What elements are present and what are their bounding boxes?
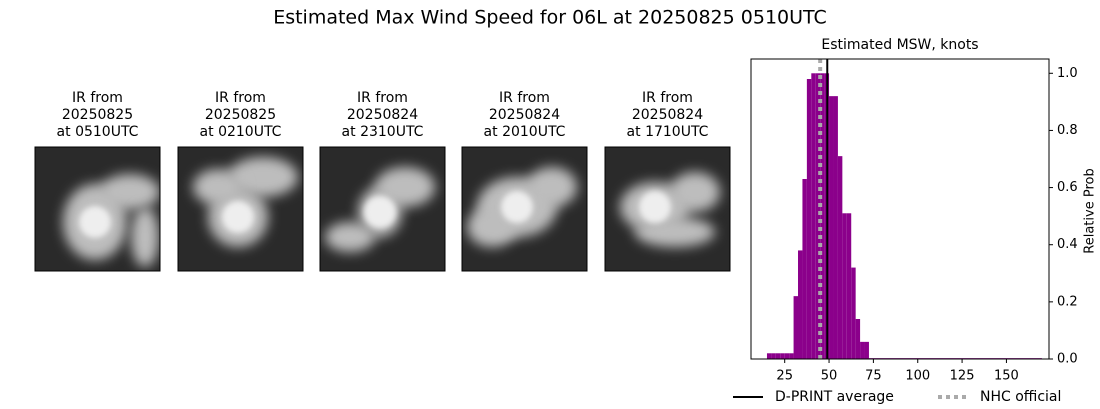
ir-frame <box>177 146 304 272</box>
ir-image <box>177 146 304 272</box>
ir-frame <box>604 146 731 272</box>
bar <box>806 79 812 359</box>
cloud <box>100 174 160 210</box>
bar <box>802 179 807 359</box>
x-tick-label: 100 <box>905 369 930 384</box>
cloud <box>670 172 720 212</box>
ir-content <box>35 147 160 271</box>
ir-content <box>605 147 730 271</box>
eye-wall <box>501 191 533 223</box>
ir-image <box>461 146 588 272</box>
legend-label: D-PRINT average <box>775 389 894 405</box>
figure-title: Estimated Max Wind Speed for 06L at 2025… <box>273 7 827 29</box>
panel-title: at 2010UTC <box>484 124 566 140</box>
ir-image <box>604 146 731 272</box>
cloud <box>375 167 435 207</box>
ir-frame <box>34 146 161 272</box>
panel-title: IR from <box>499 90 550 106</box>
panel-title: 20250825 <box>205 107 276 123</box>
panel-title: 20250824 <box>489 107 560 123</box>
eye-wall <box>639 191 671 223</box>
bar <box>864 341 869 359</box>
panel-title: IR from <box>642 90 693 106</box>
x-tick-label: 25 <box>776 369 793 384</box>
bar <box>789 353 794 359</box>
bar <box>846 213 852 359</box>
bar <box>798 250 803 359</box>
bar <box>829 96 834 360</box>
x-tick-label: 150 <box>994 369 1019 384</box>
bar <box>793 296 799 359</box>
panel-title: IR from <box>215 90 266 106</box>
x-tick-label: 50 <box>821 369 838 384</box>
x-tick-label: 125 <box>950 369 975 384</box>
ir-image <box>34 146 161 272</box>
eye-wall <box>79 206 111 238</box>
bar <box>860 341 865 359</box>
legend-label: NHC official <box>980 389 1061 405</box>
bar <box>851 267 856 359</box>
bar <box>842 213 847 359</box>
eye-wall <box>364 196 396 228</box>
y-tick-label: 0.4 <box>1057 237 1078 252</box>
ir-frame <box>319 146 446 272</box>
chart-title: Estimated MSW, knots <box>821 37 978 53</box>
ir-frame <box>461 146 588 272</box>
ir-image <box>319 146 446 272</box>
panel-title: IR from <box>72 90 123 106</box>
y-tick-label: 0.6 <box>1057 180 1078 195</box>
cloud <box>228 157 298 197</box>
bar <box>766 353 772 359</box>
y-axis-label: Relative Prob <box>1083 168 1098 253</box>
panel-title: IR from <box>357 90 408 106</box>
bar <box>771 353 776 359</box>
panel-title: at 0210UTC <box>200 124 282 140</box>
y-tick-label: 0.0 <box>1057 352 1078 367</box>
bar <box>815 73 821 360</box>
y-tick-label: 0.8 <box>1057 123 1078 138</box>
bar <box>837 156 843 359</box>
cloud <box>527 167 577 207</box>
panel-title: 20250825 <box>62 107 133 123</box>
bar <box>811 73 816 360</box>
panel-title: at 1710UTC <box>627 124 709 140</box>
cloud <box>635 217 715 247</box>
x-tick-label: 75 <box>865 369 882 384</box>
y-tick-label: 0.2 <box>1057 294 1078 309</box>
cloud <box>467 207 517 247</box>
panel-title: 20250824 <box>632 107 703 123</box>
panel-title: at 2310UTC <box>342 124 424 140</box>
cloud <box>131 207 159 267</box>
bar <box>820 73 825 360</box>
eye-wall <box>222 201 254 233</box>
bar <box>784 353 790 359</box>
bar <box>833 96 838 360</box>
panel-title: 20250824 <box>347 107 418 123</box>
ir-content <box>462 147 587 271</box>
bar <box>780 353 785 359</box>
ir-content <box>178 147 303 271</box>
bar <box>855 319 861 359</box>
panel-title: at 0510UTC <box>57 124 139 140</box>
cloud <box>325 222 375 252</box>
bar <box>775 353 781 359</box>
y-tick-label: 1.0 <box>1057 66 1078 81</box>
ir-content <box>320 147 445 271</box>
cloud <box>193 169 243 205</box>
plot-frame <box>750 58 1050 360</box>
